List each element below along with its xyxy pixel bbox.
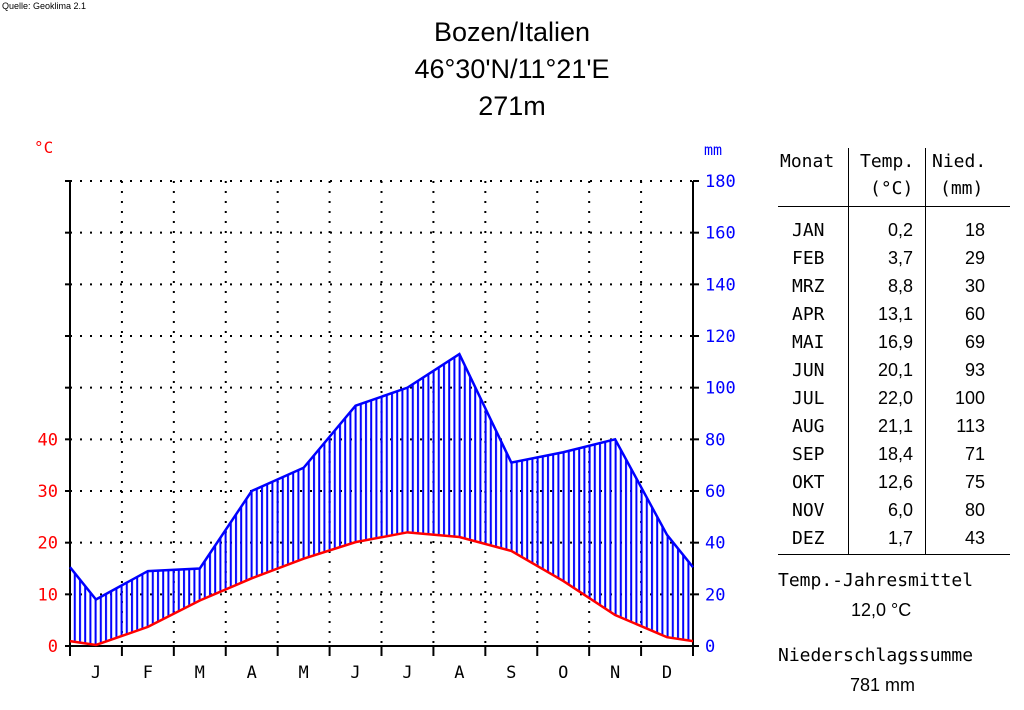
month-label: F bbox=[143, 663, 153, 683]
month-label: J bbox=[350, 663, 360, 683]
humid-area bbox=[70, 354, 693, 645]
month-label: D bbox=[662, 663, 672, 683]
right-tick-label: 180 bbox=[705, 172, 736, 192]
temperature-line bbox=[69, 531, 694, 647]
right-tick-label: 140 bbox=[705, 275, 736, 295]
month-label: J bbox=[91, 663, 101, 683]
table-precip: 75 bbox=[964, 472, 985, 492]
table-precip: 93 bbox=[964, 360, 985, 380]
table-temp: 13,1 bbox=[877, 304, 913, 324]
left-tick-label: 30 bbox=[38, 482, 58, 502]
climate-chart: 0 10 20 30 40 0 20 40 60 80 100 120 140 160 180 °C mm J F M… bbox=[34, 138, 736, 683]
left-tick-label: 0 bbox=[48, 637, 58, 657]
table-precip: 30 bbox=[964, 276, 985, 296]
table-temp: 22,0 bbox=[877, 388, 913, 408]
table-month: JAN bbox=[792, 220, 825, 241]
title-elevation: 271m bbox=[478, 91, 546, 121]
table-month: JUN bbox=[792, 360, 825, 381]
right-tick-label: 60 bbox=[705, 482, 725, 502]
table-precip: 71 bbox=[964, 444, 985, 464]
table-precip: 60 bbox=[964, 304, 985, 324]
table-temp: 18,4 bbox=[877, 444, 913, 464]
table-month: MAI bbox=[792, 332, 825, 353]
chart-title: Bozen/Italien 46°30'N/11°21'E 271m bbox=[412, 14, 612, 125]
climate-table: Monat Temp. (°C) Nied. (mm) JAN 0,2 18 FEB 3… bbox=[778, 148, 1018, 558]
table-temp: 3,7 bbox=[887, 248, 913, 268]
header-precip: Nied. bbox=[932, 151, 987, 172]
table-temp: 6,0 bbox=[887, 500, 913, 520]
axis-labels: 0 10 20 30 40 0 20 40 60 80 100 120 140 160 180 °C mm J F M… bbox=[34, 138, 736, 683]
left-axis-unit: °C bbox=[34, 138, 53, 157]
right-tick-label: 160 bbox=[705, 224, 736, 244]
annual-precip-value: 781 mm bbox=[850, 675, 916, 695]
table-month: JUL bbox=[792, 388, 825, 409]
table-precip: 69 bbox=[964, 332, 985, 352]
title-station: Bozen/Italien bbox=[433, 17, 591, 47]
right-tick-label: 0 bbox=[705, 637, 715, 657]
month-label: M bbox=[299, 663, 309, 683]
month-label: J bbox=[402, 663, 412, 683]
table-temp: 8,8 bbox=[887, 276, 913, 296]
header-month: Monat bbox=[780, 151, 835, 172]
right-tick-label: 100 bbox=[705, 379, 736, 399]
table-month: FEB bbox=[792, 248, 825, 269]
table-precip: 29 bbox=[964, 248, 985, 268]
month-label: M bbox=[195, 663, 205, 683]
month-label: A bbox=[247, 663, 257, 683]
precipitation-line bbox=[69, 352, 694, 602]
left-tick-label: 40 bbox=[38, 430, 58, 450]
table-temp: 12,6 bbox=[877, 472, 913, 492]
table-temp: 20,1 bbox=[877, 360, 913, 380]
table-month: MRZ bbox=[792, 276, 825, 297]
table-temp: 1,7 bbox=[887, 528, 913, 548]
table-month: DEZ bbox=[792, 528, 825, 549]
month-label: S bbox=[506, 663, 516, 683]
month-label: A bbox=[454, 663, 464, 683]
month-label: N bbox=[610, 663, 620, 683]
annual-temp-value: 12,0 °C bbox=[851, 600, 912, 620]
table-precip: 43 bbox=[964, 528, 985, 548]
source-label: Quelle: Geoklima 2.1 bbox=[2, 1, 87, 11]
header-temp: Temp. bbox=[860, 151, 915, 172]
table-precip: 113 bbox=[956, 416, 985, 436]
right-tick-label: 120 bbox=[705, 327, 736, 347]
left-tick-label: 10 bbox=[38, 585, 58, 605]
table-precip: 80 bbox=[964, 500, 985, 520]
table-month: AUG bbox=[792, 416, 825, 437]
table-month: OKT bbox=[792, 472, 825, 493]
header-precip-unit: (mm) bbox=[940, 178, 984, 199]
table-temp: 21,1 bbox=[877, 416, 913, 436]
annual-precip-label: Niederschlagssumme bbox=[778, 645, 974, 666]
left-tick-label: 20 bbox=[38, 534, 58, 554]
right-axis-unit: mm bbox=[704, 141, 722, 159]
table-month: NOV bbox=[792, 500, 825, 521]
series-lines bbox=[69, 352, 694, 647]
table-precip: 100 bbox=[954, 388, 985, 408]
humid-hatch bbox=[70, 354, 693, 645]
month-label: O bbox=[558, 663, 568, 683]
table-temp: 0,2 bbox=[887, 220, 913, 240]
title-coordinates: 46°30'N/11°21'E bbox=[414, 54, 610, 84]
table-precip: 18 bbox=[964, 220, 985, 240]
right-tick-label: 80 bbox=[705, 430, 725, 450]
right-tick-label: 20 bbox=[705, 585, 725, 605]
table-month: SEP bbox=[792, 444, 825, 465]
header-temp-unit: (°C) bbox=[870, 178, 914, 199]
right-tick-label: 40 bbox=[705, 534, 725, 554]
annual-temp-label: Temp.-Jahresmittel bbox=[778, 570, 974, 591]
table-month: APR bbox=[792, 304, 825, 325]
axes bbox=[65, 180, 699, 656]
table-temp: 16,9 bbox=[877, 332, 913, 352]
